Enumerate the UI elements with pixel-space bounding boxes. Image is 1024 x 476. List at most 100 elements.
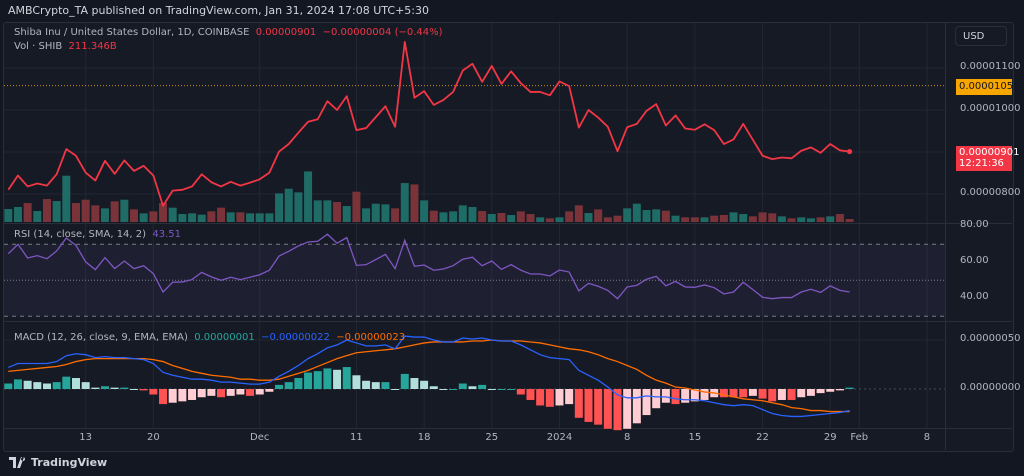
rsi-label[interactable]: RSI (14, close, SMA, 14, 2): [14, 229, 147, 240]
macd-histogram-bar: [806, 389, 815, 396]
volume-bar: [806, 218, 815, 222]
volume-label[interactable]: Vol · SHIB: [14, 41, 63, 52]
volume-bar: [545, 218, 554, 222]
macd-legend: MACD (12, 26, close, 9, EMA, EMA) 0.0000…: [14, 332, 405, 343]
macd-histogram-bar: [671, 389, 680, 405]
volume-bar: [168, 207, 177, 222]
volume-bar: [342, 206, 351, 222]
macd-axis-label: 0.00000000: [960, 382, 1021, 393]
macd-histogram-bar: [545, 389, 554, 407]
volume-bar: [594, 209, 603, 222]
macd-signal-value: −0.00000023: [336, 332, 406, 343]
volume-bar: [81, 199, 90, 222]
volume-bar: [603, 217, 612, 222]
macd-histogram-bar: [748, 389, 757, 396]
tradingview-logo[interactable]: TradingView: [9, 456, 107, 469]
macd-histogram-bar: [845, 387, 854, 389]
rsi-axis-label: 40.00: [960, 291, 989, 303]
volume-bar: [62, 175, 71, 222]
macd-histogram-bar: [42, 383, 51, 389]
macd-histogram-bar: [333, 369, 342, 389]
macd-histogram-bar: [729, 389, 738, 398]
macd-histogram-bar: [487, 389, 496, 390]
volume-bar: [487, 214, 496, 222]
macd-histogram-bar: [526, 389, 535, 400]
macd-histogram-bar: [294, 378, 303, 389]
macd-histogram-bar: [139, 389, 148, 391]
volume-bar: [613, 215, 622, 222]
macd-histogram-bar: [439, 389, 448, 390]
volume-bar: [497, 213, 506, 222]
macd-histogram-bar: [391, 389, 400, 390]
macd-histogram-bar: [91, 387, 100, 389]
volume-bar: [449, 211, 458, 222]
volume-bar: [400, 183, 409, 222]
volume-bar: [159, 203, 168, 222]
volume-bar: [719, 215, 728, 222]
macd-value: −0.00000022: [261, 332, 330, 343]
macd-histogram-bar: [4, 383, 13, 389]
date-axis-label: 18: [417, 432, 431, 443]
macd-histogram-bar: [284, 382, 293, 389]
macd-line: [8, 335, 850, 418]
symbol-title[interactable]: Shiba Inu / United States Dollar, 1D, CO…: [14, 27, 250, 38]
price-point: [846, 148, 853, 155]
macd-histogram-bar: [101, 386, 109, 389]
macd-histogram-bar: [381, 382, 390, 389]
volume-value: 211.346B: [68, 41, 117, 52]
macd-histogram-bar: [516, 389, 525, 395]
price-legend: Shiba Inu / United States Dollar, 1D, CO…: [14, 27, 443, 38]
rsi-axis-label: 80.00: [960, 219, 989, 231]
macd-histogram-bar: [555, 389, 564, 406]
macd-histogram-bar: [478, 384, 487, 389]
macd-histogram-bar: [449, 389, 458, 390]
macd-histogram-bar: [52, 382, 61, 389]
volume-bar: [700, 217, 709, 222]
macd-histogram-bar: [623, 389, 632, 429]
volume-bar: [246, 213, 255, 222]
volume-bar: [826, 216, 835, 222]
macd-histogram-bar: [661, 389, 670, 403]
rsi-legend: RSI (14, close, SMA, 14, 2) 43.51: [14, 229, 181, 240]
volume-bar: [371, 203, 380, 222]
volume-bar: [565, 211, 574, 222]
volume-bar: [458, 205, 467, 222]
macd-histogram-bar: [81, 382, 90, 389]
macd-histogram-bar: [352, 375, 361, 389]
volume-bar: [236, 212, 245, 222]
volume-bar: [323, 200, 332, 222]
volume-bar: [304, 171, 313, 222]
rsi-line: [7, 233, 850, 300]
volume-bar: [197, 214, 206, 222]
volume-bar: [584, 213, 593, 222]
macd-histogram-bar: [400, 373, 409, 389]
macd-label[interactable]: MACD (12, 26, close, 9, EMA, EMA): [14, 332, 188, 343]
volume-bar: [178, 214, 187, 222]
date-axis-label: 2024: [546, 432, 573, 443]
volume-bar: [690, 217, 699, 222]
currency-button[interactable]: USD: [955, 26, 1007, 46]
volume-bar: [313, 200, 322, 222]
volume-bar: [516, 211, 525, 222]
macd-histogram-bar: [468, 386, 477, 389]
macd-histogram-bar: [613, 389, 622, 431]
macd-histogram-bar: [835, 389, 844, 391]
date-axis-label: Feb: [850, 432, 869, 443]
macd-histogram-bar: [275, 384, 284, 389]
macd-histogram-bar: [33, 382, 42, 389]
macd-histogram-bar: [255, 389, 264, 395]
macd-histogram-bar: [565, 389, 574, 405]
macd-axis-label: 0.00000050: [960, 333, 1021, 344]
macd-histogram-bar: [371, 382, 380, 389]
volume-bar: [188, 213, 197, 222]
macd-histogram-bar: [787, 389, 796, 400]
macd-histogram-bar: [632, 389, 641, 424]
volume-bar: [226, 212, 235, 222]
macd-histogram-bar: [130, 389, 139, 390]
chart-frame: [3, 22, 1014, 452]
macd-histogram-bar: [362, 380, 371, 389]
macd-histogram-bar: [420, 380, 429, 389]
volume-bar: [149, 211, 158, 222]
price-axis-label: 0.00001100: [960, 61, 1021, 72]
